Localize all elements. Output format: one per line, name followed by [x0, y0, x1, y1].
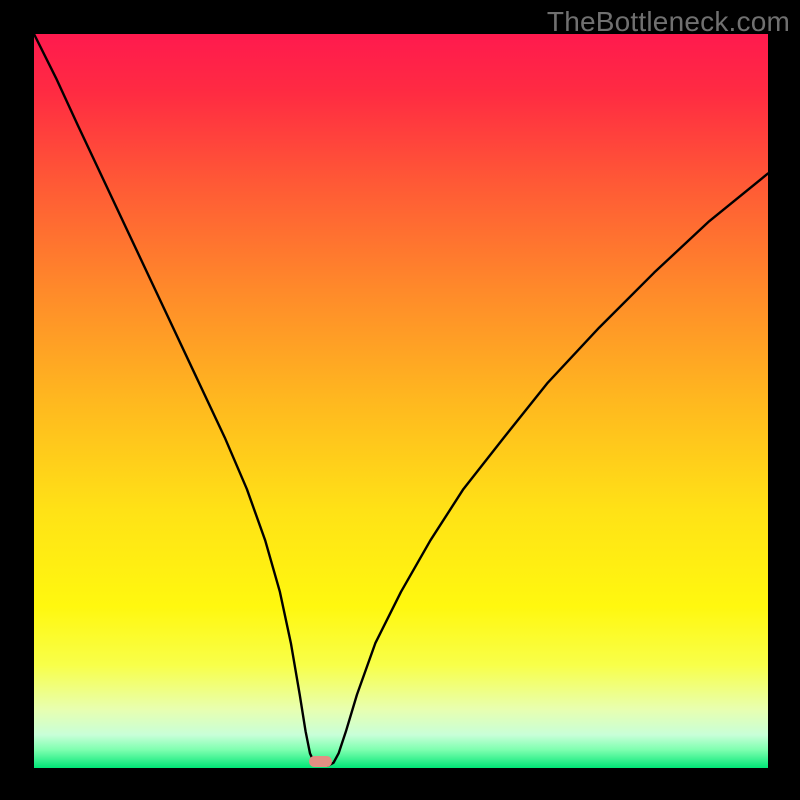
min-marker	[309, 756, 332, 768]
figure-root: TheBottleneck.com	[0, 0, 800, 800]
curve-path	[34, 34, 768, 766]
plot-area	[34, 34, 768, 768]
v-curve-line	[34, 34, 768, 768]
